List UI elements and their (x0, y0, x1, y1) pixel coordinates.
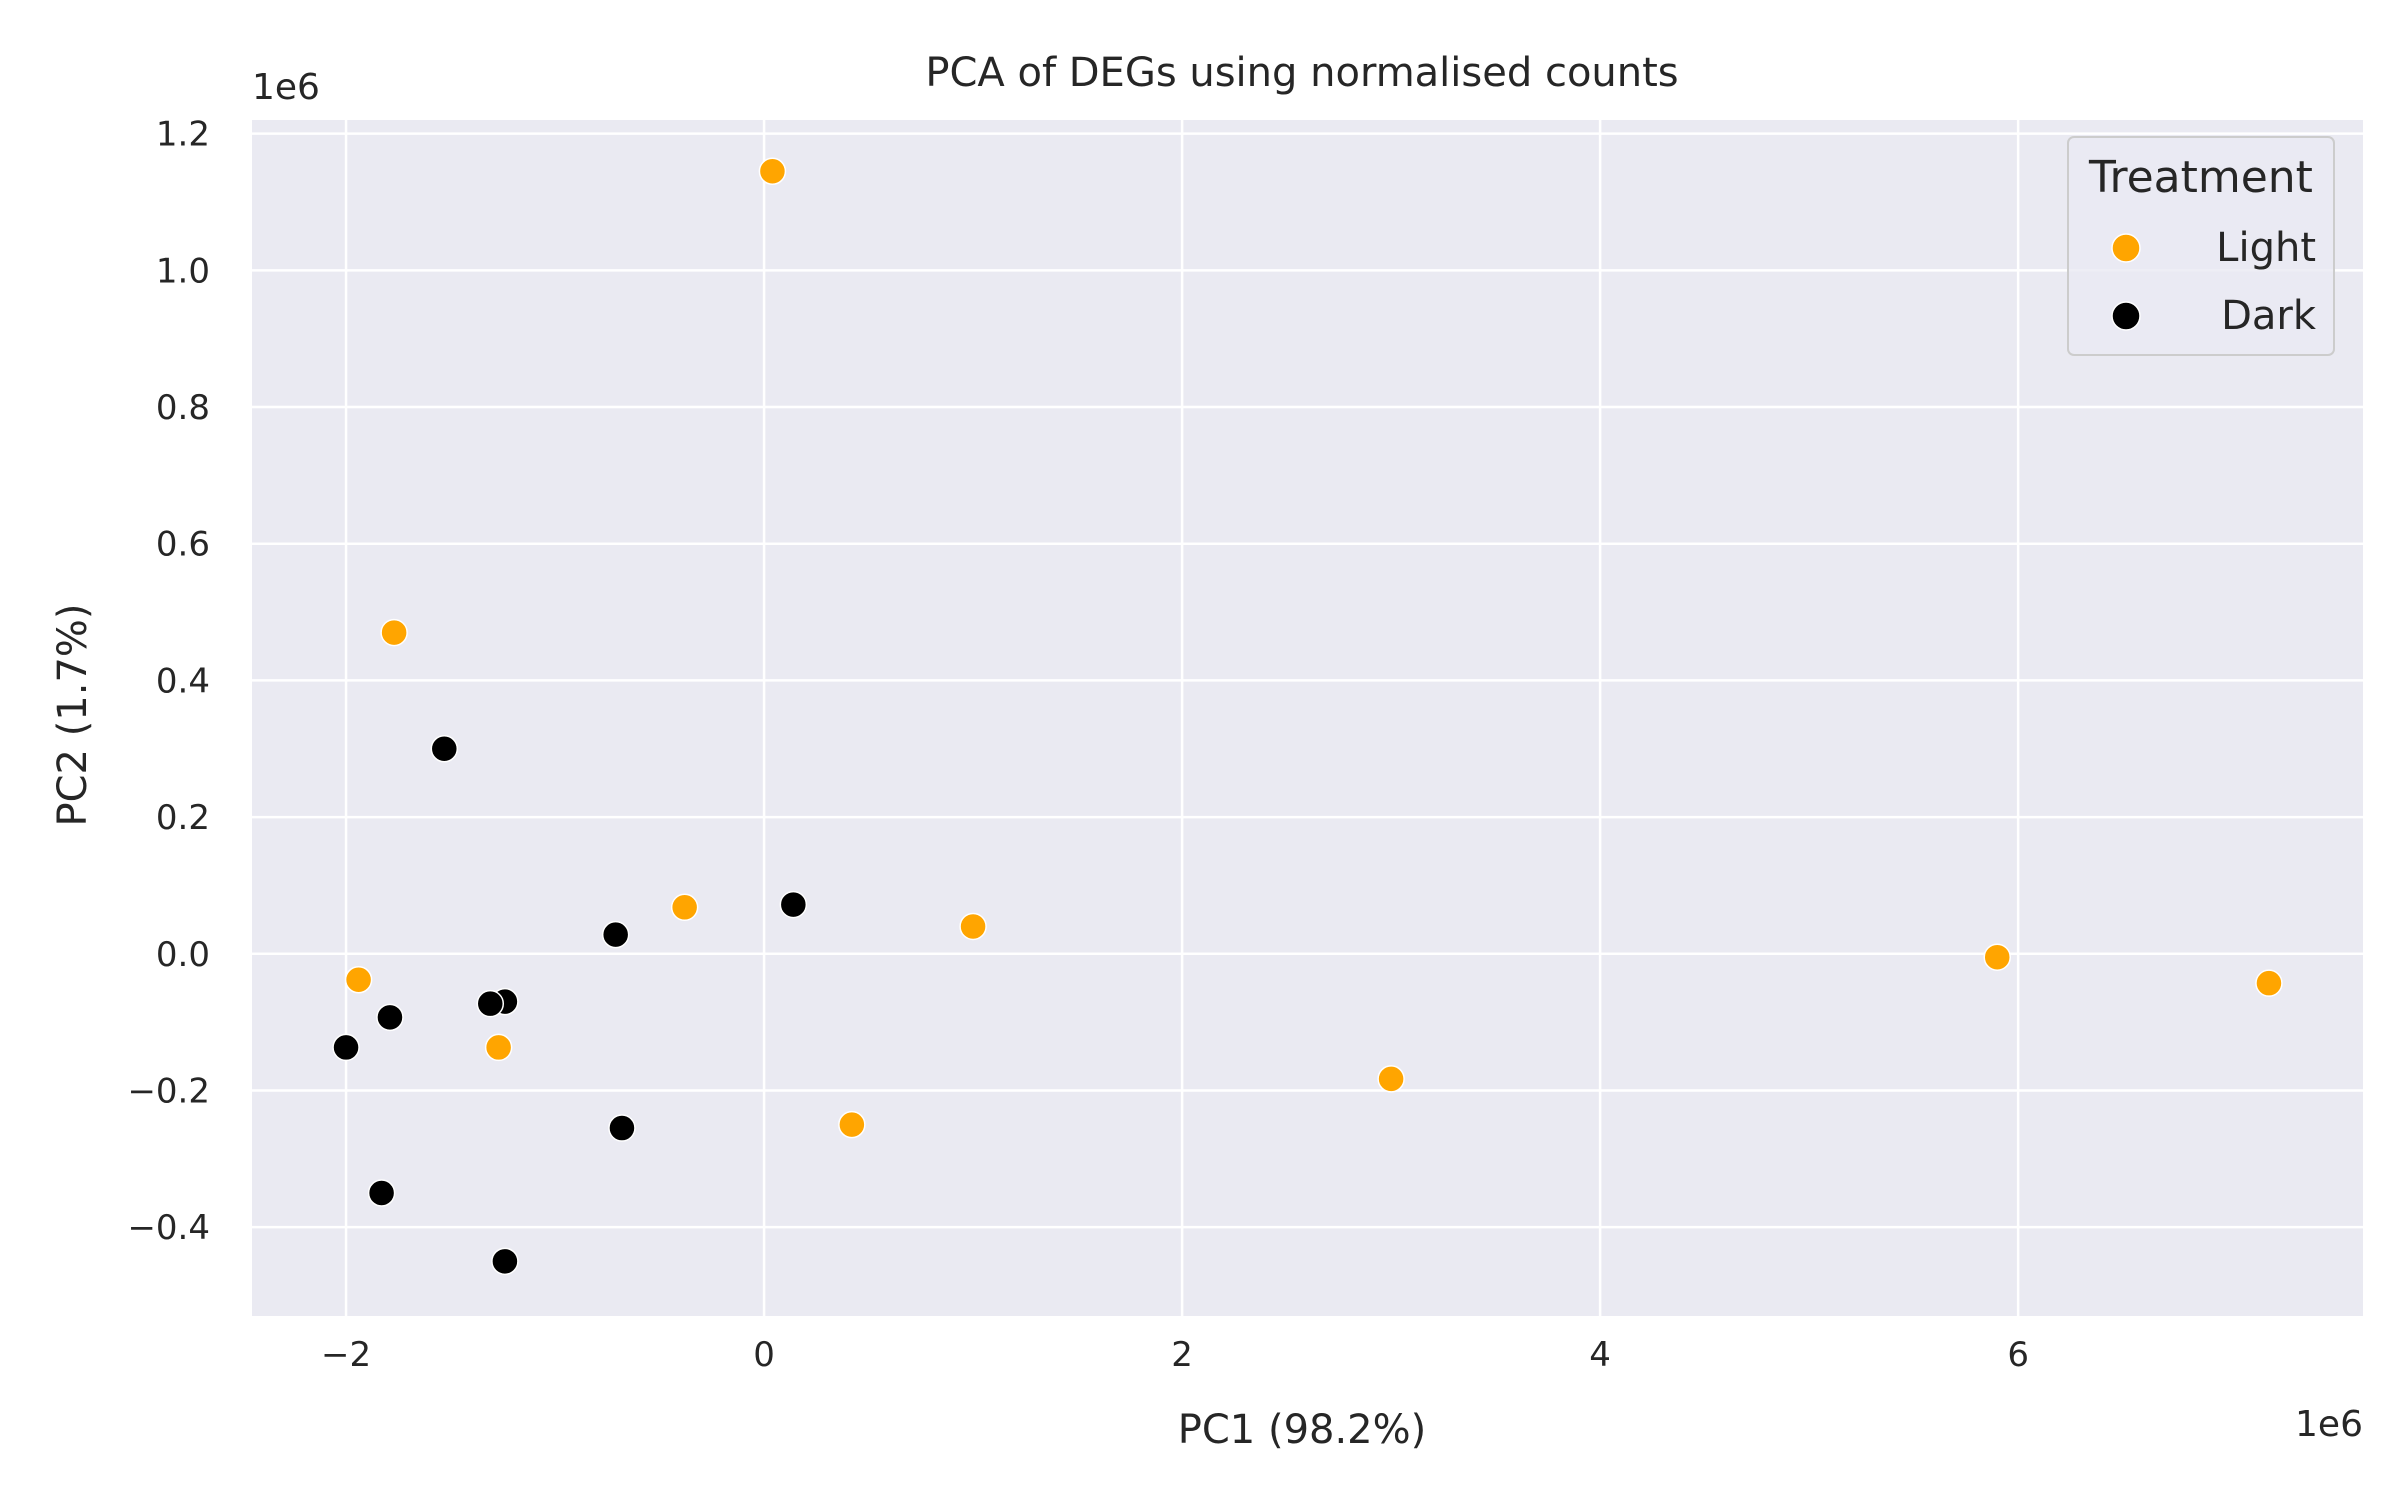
x-tick-label: 2 (1171, 1335, 1193, 1375)
data-points (332, 157, 2283, 1276)
data-point-dark (476, 989, 505, 1018)
y-axis-label: PC2 (1.7%) (50, 603, 96, 826)
y-axis-ticks: −0.4 −0.2 0.0 0.2 0.4 0.6 0.8 1.0 1.2 (127, 115, 210, 1248)
x-tick-label: −2 (321, 1335, 371, 1375)
y-tick-label: 0.0 (156, 935, 210, 975)
legend-label-dark: Dark (2221, 293, 2317, 339)
y-tick-label: 0.6 (156, 525, 210, 565)
y-tick-label: 0.4 (156, 661, 210, 701)
x-axis-label: PC1 (98.2%) (1178, 1407, 1427, 1453)
data-point-dark (332, 1033, 360, 1062)
data-point-light (758, 157, 787, 186)
x-axis-ticks: −2 0 2 4 6 (321, 1335, 2029, 1375)
y-tick-label: −0.4 (127, 1208, 210, 1248)
data-point-dark (608, 1114, 636, 1142)
y-axis-offset-label: 1e6 (252, 67, 320, 108)
legend-marker-light (2111, 233, 2141, 263)
y-tick-label: 1.2 (156, 115, 210, 155)
data-point-light (2255, 969, 2283, 997)
legend-label-light: Light (2216, 225, 2316, 271)
data-point-light (344, 966, 373, 994)
legend: Treatment Light Dark (2067, 136, 2335, 356)
data-point-light (959, 912, 987, 941)
x-axis-offset-label: 1e6 (2295, 1404, 2363, 1445)
chart-title: PCA of DEGs using normalised counts (925, 50, 1678, 96)
x-tick-label: 4 (1589, 1335, 1611, 1375)
y-tick-label: 0.2 (156, 798, 210, 838)
data-point-dark (601, 920, 630, 949)
legend-box (2067, 136, 2335, 356)
data-point-light (1377, 1065, 1405, 1093)
plot-area (252, 120, 2363, 1316)
data-point-light (838, 1110, 866, 1139)
y-tick-label: 0.8 (156, 388, 210, 428)
legend-marker-dark (2111, 301, 2141, 331)
data-point-dark (779, 890, 808, 919)
data-point-dark (376, 1003, 404, 1032)
x-tick-label: 0 (753, 1335, 775, 1375)
data-point-dark (367, 1179, 396, 1207)
data-point-dark (491, 1247, 519, 1276)
data-point-light (380, 618, 408, 647)
data-point-light (484, 1033, 513, 1062)
y-tick-label: 1.0 (156, 251, 210, 291)
gridlines (252, 120, 2363, 1316)
x-tick-label: 6 (2007, 1335, 2029, 1375)
data-point-dark (430, 735, 459, 763)
data-point-light (670, 893, 699, 922)
y-tick-label: −0.2 (127, 1071, 210, 1111)
data-point-light (1983, 943, 2011, 971)
legend-title: Treatment (2088, 152, 2313, 203)
